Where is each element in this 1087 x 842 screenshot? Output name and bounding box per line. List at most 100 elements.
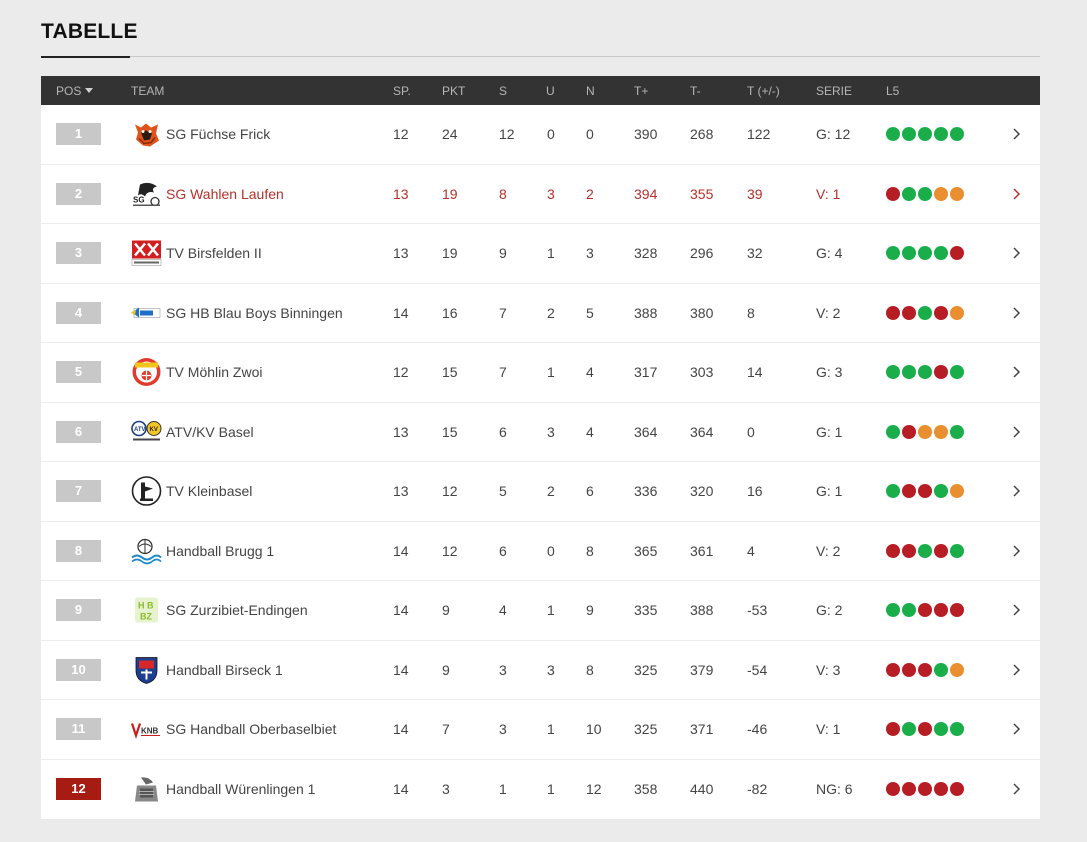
chevron-right-icon[interactable] <box>1011 127 1023 141</box>
table-row[interactable]: 3 TV Birsfelden II 13 19 9 1 3 328 296 32 G: 4 <box>41 224 1040 284</box>
team-name-link[interactable]: TV Kleinbasel <box>166 483 253 500</box>
table-row[interactable]: 8 Handball Brugg 1 14 12 6 0 8 365 361 4 V: 2 <box>41 522 1040 581</box>
col-pkt-header[interactable]: PKT <box>442 84 466 98</box>
form-dot-win <box>902 127 916 142</box>
chevron-right-icon[interactable] <box>1011 782 1023 796</box>
form-dot-win <box>950 543 964 558</box>
svg-text:BZ: BZ <box>140 612 152 622</box>
form-dot-loss <box>918 603 932 618</box>
cell-s: 3 <box>499 721 507 738</box>
col-pos-header[interactable]: POS <box>56 84 94 98</box>
cell-tdiff: 39 <box>747 185 763 202</box>
team-name-link[interactable]: TV Birsfelden II <box>166 245 262 262</box>
col-tplus-header[interactable]: T+ <box>634 84 649 98</box>
cell-serie: G: 12 <box>816 126 851 143</box>
team-name-link[interactable]: SG Füchse Frick <box>166 126 271 143</box>
cell-s: 6 <box>499 542 507 559</box>
table-row[interactable]: 6 ATV KV ATV/KV Basel 13 15 6 3 4 364 364 0 G: 1 <box>41 403 1040 462</box>
page-title: TABELLE <box>41 20 138 43</box>
position-badge: 1 <box>56 123 101 146</box>
chevron-right-icon[interactable] <box>1011 484 1023 498</box>
form-dot-win <box>886 365 900 380</box>
cell-u: 1 <box>547 245 555 262</box>
col-l5-header[interactable]: L5 <box>886 84 900 98</box>
team-name-link[interactable]: ATV/KV Basel <box>166 423 254 440</box>
chevron-right-icon[interactable] <box>1011 246 1023 260</box>
last-five-form <box>886 365 964 380</box>
form-dot-win <box>934 127 948 142</box>
col-tdiff-header[interactable]: T (+/-) <box>747 84 780 98</box>
cell-serie: G: 1 <box>816 423 843 440</box>
team-name-link[interactable]: SG Zurzibiet-Endingen <box>166 602 308 619</box>
cell-s: 1 <box>499 781 507 798</box>
chevron-right-icon[interactable] <box>1011 187 1023 201</box>
cell-u: 0 <box>547 542 555 559</box>
col-team-header[interactable]: TEAM <box>131 84 165 98</box>
team-name-link[interactable]: SG HB Blau Boys Binningen <box>166 304 343 321</box>
svg-text:KV: KV <box>150 427 158 433</box>
form-dot-win <box>902 603 916 618</box>
team-name-link[interactable]: Handball Würenlingen 1 <box>166 781 316 798</box>
team-name-link[interactable]: SG Handball Oberbaselbiet <box>166 721 337 738</box>
cell-s: 8 <box>499 185 507 202</box>
form-dot-loss <box>902 424 916 439</box>
cell-serie: NG: 6 <box>816 781 853 798</box>
position-badge: 11 <box>56 718 101 741</box>
table-row[interactable]: 1 SG Füchse Frick 12 24 12 0 0 390 268 122 G: 12 <box>41 105 1040 165</box>
table-row[interactable]: 4 SG HB Blau Boys Binningen 14 16 7 2 5 388 380 8… <box>41 284 1040 343</box>
team-name-link[interactable]: SG Wahlen Laufen <box>166 185 284 202</box>
cell-tminus: 361 <box>690 542 714 559</box>
cell-tplus: 335 <box>634 602 658 619</box>
cell-u: 3 <box>547 185 555 202</box>
last-five-form <box>886 424 964 439</box>
table-row[interactable]: 2 SG SG Wahlen Laufen 13 19 8 3 2 394 355 39 V: 1 <box>41 165 1040 224</box>
chevron-right-icon[interactable] <box>1011 365 1023 379</box>
chevron-right-icon[interactable] <box>1011 544 1023 558</box>
last-five-form <box>886 127 964 142</box>
svg-text:H: H <box>138 601 145 611</box>
table-row[interactable]: 9 H B BZ SG Zurzibiet-Endingen 14 9 4 1 9 335 388 -5… <box>41 581 1040 641</box>
form-dot-win <box>886 246 900 261</box>
chevron-right-icon[interactable] <box>1011 425 1023 439</box>
last-five-form <box>886 603 964 618</box>
last-five-form <box>886 662 964 677</box>
table-row[interactable]: 7 TV Kleinbasel 13 12 5 2 6 336 320 16 G: 1 <box>41 462 1040 522</box>
cell-tminus: 379 <box>690 661 714 678</box>
oberbaselbiet-team-logo-icon: KNB <box>130 714 162 745</box>
moehlin-team-logo-icon <box>131 357 162 388</box>
col-sp-header[interactable]: SP. <box>393 84 411 98</box>
table-row[interactable]: 11 KNB SG Handball Oberbaselbiet 14 7 3 1 10 325… <box>41 700 1040 760</box>
cell-n: 3 <box>586 245 594 262</box>
cell-pkt: 24 <box>442 126 458 143</box>
cell-tdiff: -82 <box>747 781 768 798</box>
cell-tminus: 364 <box>690 423 714 440</box>
col-n-header[interactable]: N <box>586 84 595 98</box>
form-dot-loss <box>950 246 964 261</box>
chevron-right-icon[interactable] <box>1011 603 1023 617</box>
form-dot-loss <box>886 305 900 320</box>
cell-tplus: 325 <box>634 721 658 738</box>
table-row[interactable]: 12 Handball Würenlingen 1 14 3 1 1 12 358 440 -82… <box>41 760 1040 820</box>
cell-pkt: 12 <box>442 483 458 500</box>
team-name-link[interactable]: Handball Brugg 1 <box>166 542 275 559</box>
col-tminus-header[interactable]: T- <box>690 84 701 98</box>
col-u-header[interactable]: U <box>546 84 555 98</box>
svg-text:KNB: KNB <box>141 727 159 736</box>
table-row[interactable]: 10 Handball Birseck 1 14 9 3 3 8 325 379 -54 V: 3 <box>41 641 1040 700</box>
col-s-header[interactable]: S <box>499 84 508 98</box>
form-dot-win <box>950 365 964 380</box>
position-badge: 2 <box>56 182 101 205</box>
cell-u: 2 <box>547 304 555 321</box>
chevron-right-icon[interactable] <box>1011 663 1023 677</box>
team-name-link[interactable]: Handball Birseck 1 <box>166 661 283 678</box>
chevron-right-icon[interactable] <box>1011 306 1023 320</box>
cell-s: 9 <box>499 245 507 262</box>
cell-sp: 13 <box>393 185 409 202</box>
form-dot-loss <box>918 484 932 499</box>
team-name-link[interactable]: TV Möhlin Zwoi <box>166 364 263 381</box>
table-row[interactable]: 5 TV Möhlin Zwoi 12 15 7 1 4 317 303 14 G: 3 <box>41 343 1040 403</box>
form-dot-loss <box>902 305 916 320</box>
form-dot-draw <box>950 484 964 499</box>
col-serie-header[interactable]: SERIE <box>816 84 853 98</box>
chevron-right-icon[interactable] <box>1011 722 1023 736</box>
